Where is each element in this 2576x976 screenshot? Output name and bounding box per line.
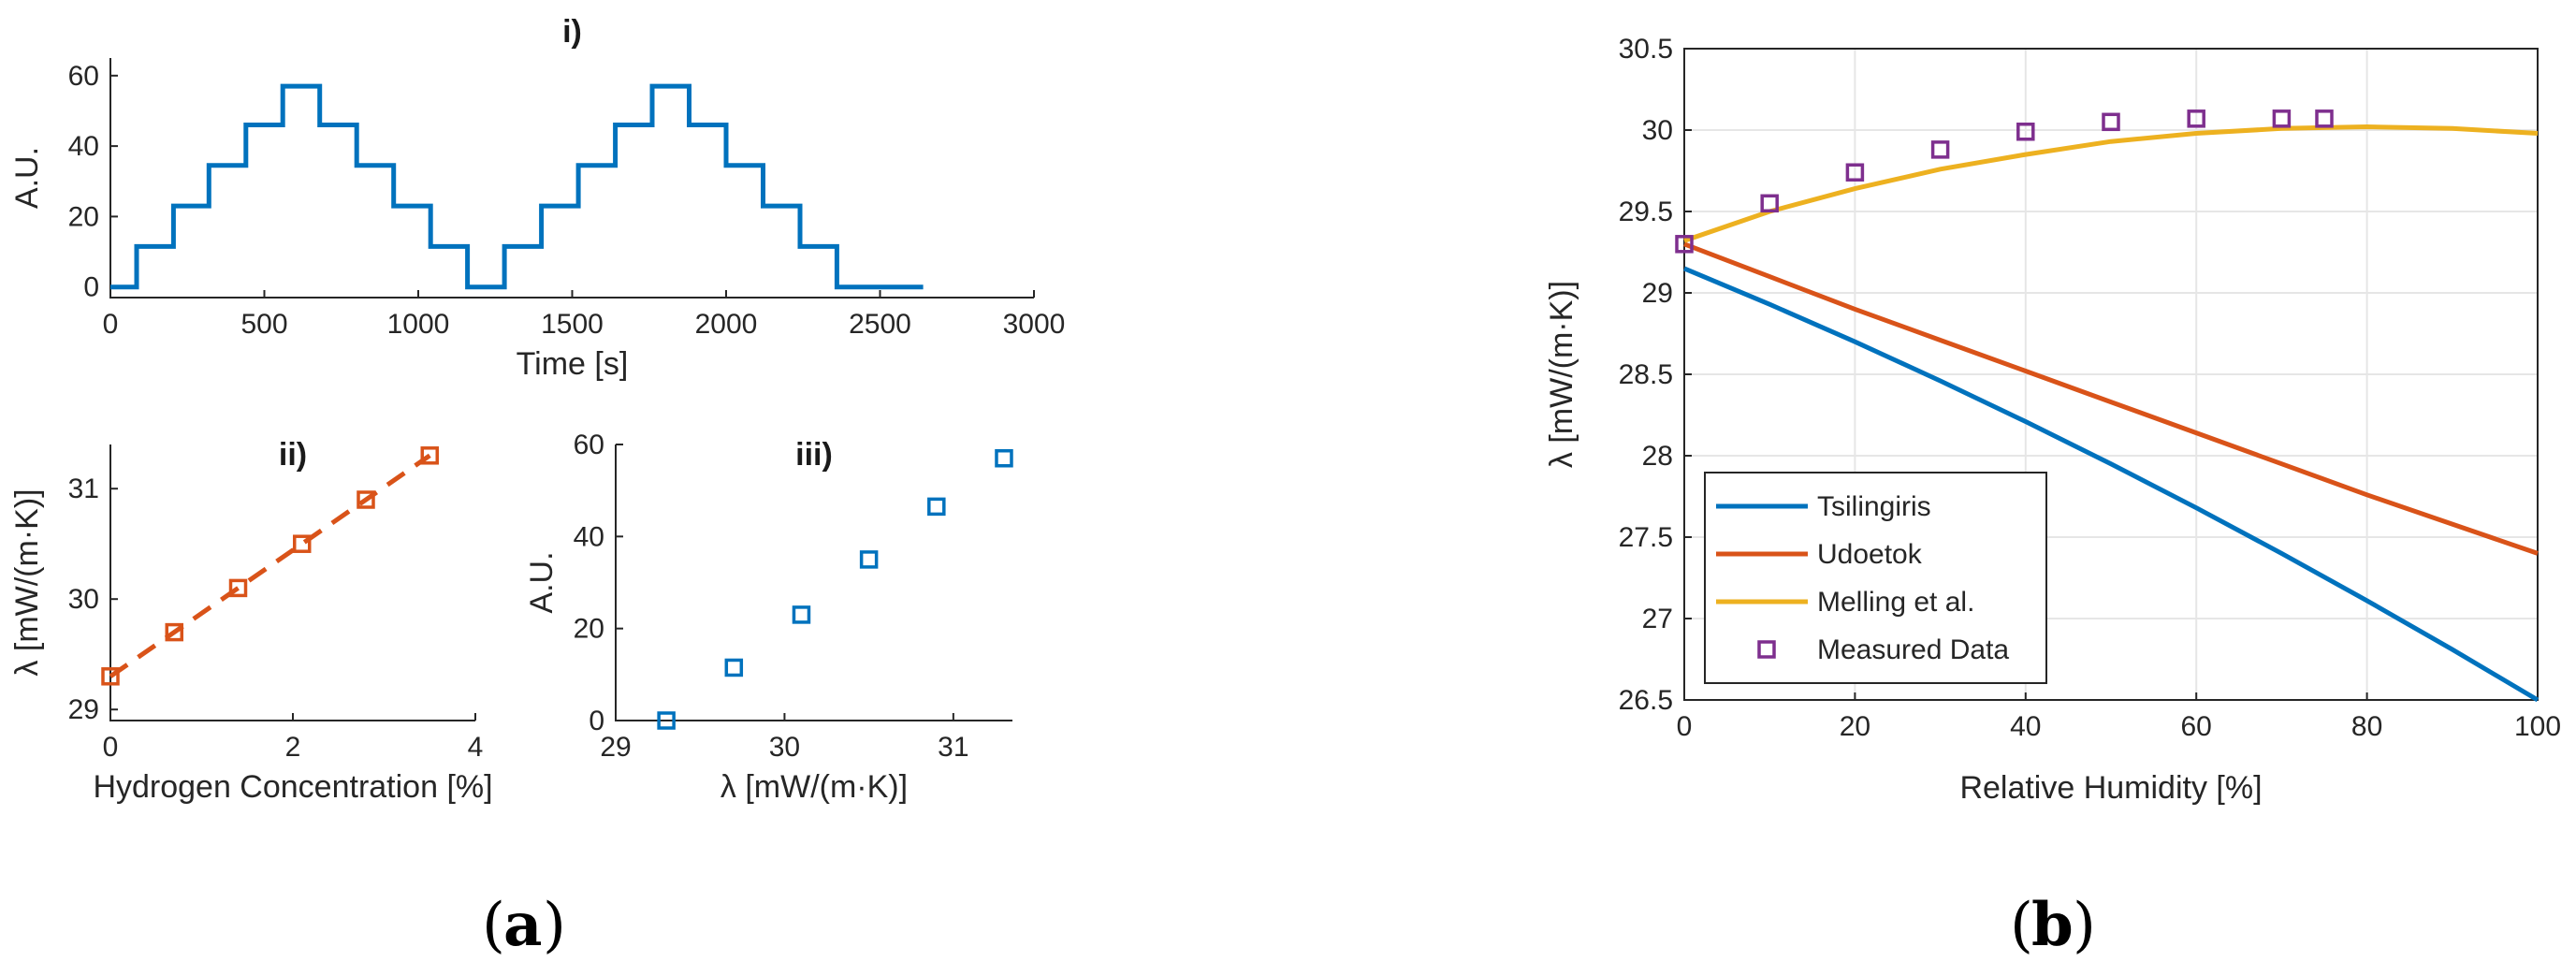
subplot-ii: 0 2 4 29 30 31 Hydrogen Concentration [%] λ [mW… bbox=[9, 437, 493, 805]
y-tick-label: 29 bbox=[1642, 278, 1673, 309]
x-tick-label: 1500 bbox=[541, 309, 604, 340]
axes bbox=[109, 444, 475, 721]
subplot-i: 0 500 1000 1500 2000 2500 3000 0 20 40 60 Time [s] A… bbox=[9, 14, 1065, 382]
x-tick-label: 3000 bbox=[1003, 309, 1066, 340]
subplot-title: i) bbox=[562, 14, 582, 50]
y-tick-label: 30.5 bbox=[1619, 34, 1673, 65]
y-tick-label: 40 bbox=[574, 521, 604, 552]
x-tick-label: 60 bbox=[2181, 711, 2212, 742]
x-tick-label: 40 bbox=[2010, 711, 2041, 742]
y-axis-label: λ [mW/(m·K)] bbox=[1544, 281, 1579, 468]
data-point-marker bbox=[228, 578, 248, 598]
subplot-title: iii) bbox=[795, 437, 833, 473]
data-point-marker bbox=[165, 622, 183, 642]
y-tick-label: 0 bbox=[589, 706, 604, 736]
data-point-marker bbox=[420, 446, 439, 465]
data-point-marker bbox=[293, 534, 312, 553]
y-tick-label: 29 bbox=[68, 694, 99, 725]
y-tick-label: 27.5 bbox=[1619, 522, 1673, 553]
data-point-marker bbox=[995, 449, 1013, 468]
x-tick-label: 4 bbox=[468, 732, 484, 763]
data-point-marker bbox=[724, 658, 744, 677]
subplot-title: ii) bbox=[279, 437, 307, 473]
caption-b-close: ) bbox=[2073, 891, 2096, 960]
y-tick-label: 29.5 bbox=[1619, 197, 1673, 227]
data-point-marker bbox=[927, 497, 946, 517]
x-tick-label: 100 bbox=[2514, 711, 2561, 742]
series-line-fit bbox=[109, 453, 431, 678]
series-line-tsilingiris bbox=[1683, 266, 2540, 703]
y-tick-label: 26.5 bbox=[1619, 685, 1673, 716]
x-tick-label: 2 bbox=[285, 732, 301, 763]
plot-b: 0 20 40 60 80 100 26.5 27 27.5 28 28.5 29 29.5 30 30.5… bbox=[1544, 34, 2561, 806]
y-tick-label: 40 bbox=[68, 131, 99, 162]
y-tick-label: 0 bbox=[83, 272, 99, 303]
axes bbox=[109, 58, 1034, 299]
caption-b-open: ( bbox=[2010, 891, 2033, 960]
series-line-udoetok bbox=[1683, 241, 2539, 556]
x-axis-label: Hydrogen Concentration [%] bbox=[93, 769, 492, 805]
legend-marker bbox=[1757, 640, 1776, 659]
x-tick-label: 31 bbox=[938, 732, 968, 763]
y-tick-label: 28.5 bbox=[1619, 359, 1673, 390]
data-point-marker bbox=[2102, 112, 2120, 132]
data-point-marker bbox=[1845, 163, 1865, 182]
data-point-marker bbox=[2187, 109, 2205, 128]
x-tick-label: 0 bbox=[1677, 711, 1693, 742]
x-tick-label: 2000 bbox=[695, 309, 758, 340]
y-axis-label: λ [mW/(m·K)] bbox=[9, 488, 45, 676]
x-tick-label: 20 bbox=[1840, 711, 1870, 742]
y-tick-label: 28 bbox=[1642, 441, 1673, 472]
x-tick-label: 1000 bbox=[387, 309, 450, 340]
x-tick-label: 2500 bbox=[849, 309, 911, 340]
data-point-marker bbox=[792, 605, 811, 624]
x-tick-label: 0 bbox=[103, 309, 119, 340]
y-axis-label: A.U. bbox=[9, 147, 45, 209]
x-tick-label: 30 bbox=[769, 732, 800, 763]
y-tick-label: 20 bbox=[68, 201, 99, 232]
series-line-a-u- bbox=[110, 83, 924, 290]
data-point-marker bbox=[101, 667, 120, 686]
y-tick-label: 27 bbox=[1642, 604, 1673, 634]
x-tick-label: 0 bbox=[103, 732, 119, 763]
x-tick-label: 80 bbox=[2351, 711, 2382, 742]
legend-label: Udoetok bbox=[1817, 539, 1923, 570]
y-axis-label: A.U. bbox=[524, 551, 560, 613]
data-point-marker bbox=[859, 550, 879, 569]
x-axis-label: Time [s] bbox=[517, 346, 629, 382]
data-point-marker bbox=[357, 490, 375, 509]
legend-label: Measured Data bbox=[1817, 634, 2009, 665]
x-axis-label: Relative Humidity [%] bbox=[1959, 770, 2262, 806]
y-tick-label: 30 bbox=[68, 584, 99, 615]
caption-a-close: ) bbox=[543, 891, 566, 960]
data-point-marker bbox=[657, 711, 676, 730]
axes bbox=[615, 444, 1012, 721]
y-tick-label: 30 bbox=[1642, 115, 1673, 146]
caption-b: b bbox=[2031, 890, 2074, 960]
data-point-marker bbox=[2016, 122, 2035, 141]
subplot-iii: 29 30 31 0 20 40 60 λ [mW/(m·K)] A.U. iii) bbox=[524, 430, 1013, 805]
x-tick-label: 29 bbox=[600, 732, 631, 763]
x-tick-label: 500 bbox=[240, 309, 287, 340]
series-line-melling-et-al- bbox=[1683, 124, 2539, 243]
data-point-marker bbox=[1675, 235, 1694, 254]
y-tick-label: 60 bbox=[68, 61, 99, 92]
data-point-marker bbox=[2315, 109, 2334, 128]
data-point-marker bbox=[1760, 194, 1779, 213]
legend-label: Tsilingiris bbox=[1817, 491, 1931, 522]
x-axis-label: λ [mW/(m·K)] bbox=[720, 769, 908, 805]
data-point-marker bbox=[2272, 109, 2292, 128]
legend-label: Melling et al. bbox=[1817, 587, 1974, 618]
y-tick-label: 60 bbox=[574, 430, 604, 460]
y-tick-label: 20 bbox=[574, 614, 604, 645]
data-point-marker bbox=[1930, 140, 1950, 159]
caption-a: a bbox=[503, 890, 542, 960]
y-tick-label: 31 bbox=[68, 473, 99, 504]
caption-a-open: ( bbox=[482, 891, 505, 960]
